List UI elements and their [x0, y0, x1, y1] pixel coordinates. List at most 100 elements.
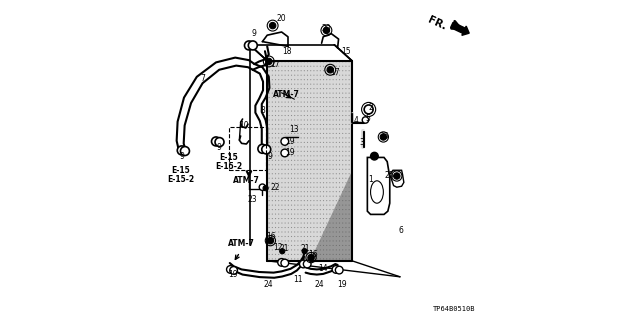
Circle shape	[278, 70, 279, 71]
Circle shape	[294, 115, 295, 116]
Circle shape	[307, 110, 308, 112]
Circle shape	[310, 146, 311, 148]
Circle shape	[304, 240, 305, 242]
Circle shape	[336, 196, 337, 197]
Circle shape	[272, 236, 273, 237]
Circle shape	[310, 249, 311, 251]
Circle shape	[288, 222, 289, 224]
Circle shape	[326, 254, 327, 255]
Circle shape	[342, 196, 343, 197]
Circle shape	[259, 184, 266, 190]
Circle shape	[275, 66, 276, 67]
Circle shape	[342, 222, 343, 224]
Circle shape	[342, 227, 343, 228]
Circle shape	[323, 137, 324, 139]
Circle shape	[307, 196, 308, 197]
Circle shape	[304, 236, 305, 237]
Circle shape	[323, 204, 324, 206]
Circle shape	[326, 133, 327, 134]
Circle shape	[278, 209, 279, 210]
Circle shape	[336, 146, 337, 148]
Circle shape	[211, 137, 220, 146]
Circle shape	[320, 79, 321, 80]
Circle shape	[323, 231, 324, 233]
Circle shape	[326, 249, 327, 251]
Circle shape	[339, 75, 340, 76]
Circle shape	[307, 151, 308, 152]
Circle shape	[272, 245, 273, 246]
Circle shape	[323, 164, 324, 165]
Text: E-15: E-15	[220, 153, 238, 162]
Circle shape	[288, 142, 289, 143]
Circle shape	[272, 178, 273, 179]
Circle shape	[288, 249, 289, 251]
Circle shape	[362, 117, 369, 123]
Circle shape	[342, 92, 343, 94]
Circle shape	[304, 187, 305, 188]
Circle shape	[323, 258, 324, 260]
Circle shape	[342, 88, 343, 89]
Circle shape	[326, 84, 327, 85]
Circle shape	[272, 84, 273, 85]
Circle shape	[320, 142, 321, 143]
Circle shape	[272, 258, 273, 260]
Circle shape	[263, 186, 268, 191]
Circle shape	[342, 124, 343, 125]
Circle shape	[291, 146, 292, 148]
Circle shape	[310, 245, 311, 246]
Circle shape	[323, 119, 324, 121]
Circle shape	[288, 187, 289, 188]
Circle shape	[275, 236, 276, 237]
Circle shape	[278, 151, 279, 152]
Circle shape	[304, 227, 305, 228]
Circle shape	[291, 178, 292, 179]
Circle shape	[332, 266, 340, 273]
Circle shape	[339, 178, 340, 179]
Circle shape	[304, 222, 305, 224]
Circle shape	[278, 75, 279, 76]
Circle shape	[336, 84, 337, 85]
Circle shape	[304, 142, 305, 143]
Circle shape	[320, 249, 321, 251]
Circle shape	[320, 92, 321, 94]
Circle shape	[291, 124, 292, 125]
Circle shape	[307, 124, 308, 125]
Circle shape	[336, 137, 337, 139]
Circle shape	[336, 110, 337, 112]
Circle shape	[339, 66, 340, 67]
Text: 24: 24	[264, 280, 274, 289]
Circle shape	[326, 92, 327, 94]
Circle shape	[275, 178, 276, 179]
Circle shape	[326, 187, 327, 188]
Circle shape	[339, 115, 340, 116]
Circle shape	[272, 182, 273, 183]
Circle shape	[307, 209, 308, 210]
Circle shape	[339, 70, 340, 71]
Circle shape	[294, 101, 295, 103]
Circle shape	[320, 160, 321, 161]
Circle shape	[326, 213, 327, 215]
Circle shape	[278, 191, 279, 192]
Circle shape	[326, 182, 327, 183]
Circle shape	[326, 142, 327, 143]
Circle shape	[371, 152, 378, 160]
Circle shape	[323, 236, 324, 237]
Circle shape	[288, 92, 289, 94]
Circle shape	[326, 164, 327, 165]
Circle shape	[266, 58, 272, 65]
Circle shape	[278, 155, 279, 156]
Circle shape	[310, 137, 311, 139]
Text: 6: 6	[398, 226, 403, 235]
Circle shape	[310, 254, 311, 255]
Circle shape	[336, 218, 337, 219]
Circle shape	[326, 160, 327, 161]
Circle shape	[339, 101, 340, 103]
Circle shape	[288, 173, 289, 174]
Circle shape	[288, 236, 289, 237]
Text: 21: 21	[280, 244, 289, 253]
Circle shape	[288, 66, 289, 67]
Circle shape	[342, 209, 343, 210]
Circle shape	[294, 70, 295, 71]
Circle shape	[336, 101, 337, 103]
Polygon shape	[367, 157, 390, 214]
